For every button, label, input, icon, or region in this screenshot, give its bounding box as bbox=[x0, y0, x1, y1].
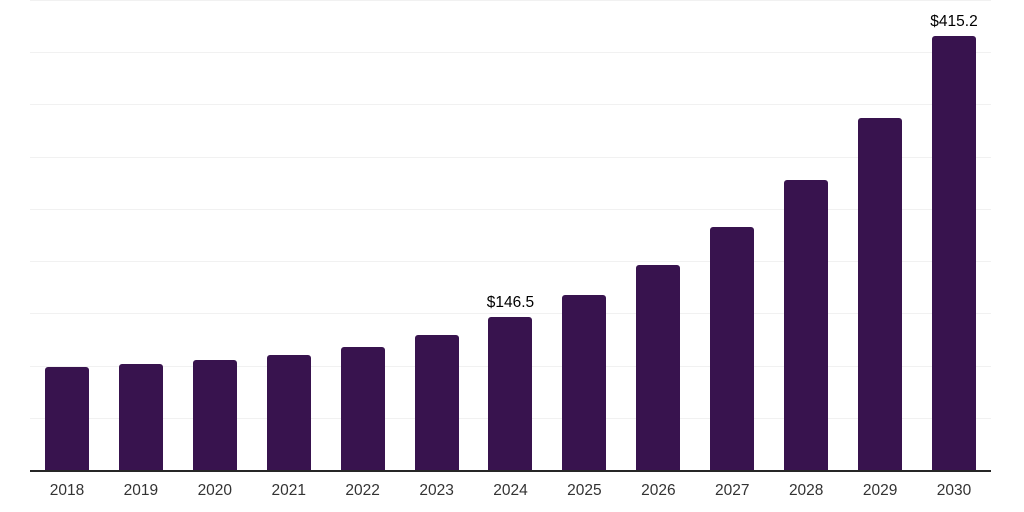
band-2030: $415.2 bbox=[917, 0, 991, 470]
bar-2024 bbox=[488, 317, 533, 470]
x-tick-label-2021: 2021 bbox=[271, 482, 306, 499]
gridline-350 bbox=[30, 104, 991, 106]
bar-value-label-2024: $146.5 bbox=[486, 293, 535, 311]
bar-value-label-2030: $415.2 bbox=[930, 12, 978, 30]
x-tick-label-2023: 2023 bbox=[419, 482, 454, 499]
bar-2029 bbox=[858, 117, 903, 470]
bar-2028 bbox=[784, 179, 829, 470]
gridline-200 bbox=[30, 261, 991, 263]
x-tick-label-2028: 2028 bbox=[788, 482, 824, 499]
band-2025 bbox=[547, 0, 621, 470]
band-2023 bbox=[400, 0, 474, 470]
band-2022 bbox=[326, 0, 400, 470]
band-2020 bbox=[178, 0, 252, 470]
bar-2020 bbox=[192, 359, 237, 470]
bars-container: $146.5 $415.2 bbox=[30, 0, 991, 470]
bar-2019 bbox=[118, 364, 163, 470]
band-2018 bbox=[30, 0, 104, 470]
x-tick-label-2022: 2022 bbox=[345, 482, 380, 499]
gridline-400 bbox=[30, 52, 991, 54]
x-tick-label-2020: 2020 bbox=[197, 482, 233, 499]
bar-2025 bbox=[562, 294, 607, 470]
band-2027 bbox=[695, 0, 769, 470]
x-tick-label-2019: 2019 bbox=[123, 482, 159, 499]
gridline-250 bbox=[30, 208, 991, 210]
x-axis-labels: 2018 2019 2020 2021 2022 2023 2024 2025 2026 2027… bbox=[30, 483, 991, 499]
x-tick-label-2018: 2018 bbox=[49, 482, 85, 499]
band-2026 bbox=[621, 0, 695, 470]
x-axis-line bbox=[30, 470, 991, 472]
bar-2021 bbox=[266, 355, 311, 470]
x-tick-label-2025: 2025 bbox=[567, 482, 602, 499]
gridline-150 bbox=[30, 313, 991, 315]
x-tick-label-2027: 2027 bbox=[715, 482, 750, 499]
bar-2023 bbox=[414, 335, 459, 470]
band-2019 bbox=[104, 0, 178, 470]
bar-2027 bbox=[710, 227, 755, 470]
bar-2022 bbox=[340, 347, 385, 470]
x-tick-label-2030: 2030 bbox=[936, 482, 972, 499]
x-tick-label-2026: 2026 bbox=[641, 482, 676, 499]
x-tick-label-2024: 2024 bbox=[493, 482, 528, 499]
gridline-300 bbox=[30, 156, 991, 158]
bar-2026 bbox=[636, 264, 681, 470]
plot-area: $146.5 $415.2 bbox=[30, 0, 991, 470]
band-2021 bbox=[252, 0, 326, 470]
bar-2030 bbox=[932, 36, 977, 470]
band-2029 bbox=[843, 0, 917, 470]
band-2028 bbox=[769, 0, 843, 470]
band-2024: $146.5 bbox=[474, 0, 548, 470]
bar-2018 bbox=[44, 367, 89, 470]
gridline-450 bbox=[30, 0, 991, 1]
x-tick-label-2029: 2029 bbox=[862, 482, 898, 499]
